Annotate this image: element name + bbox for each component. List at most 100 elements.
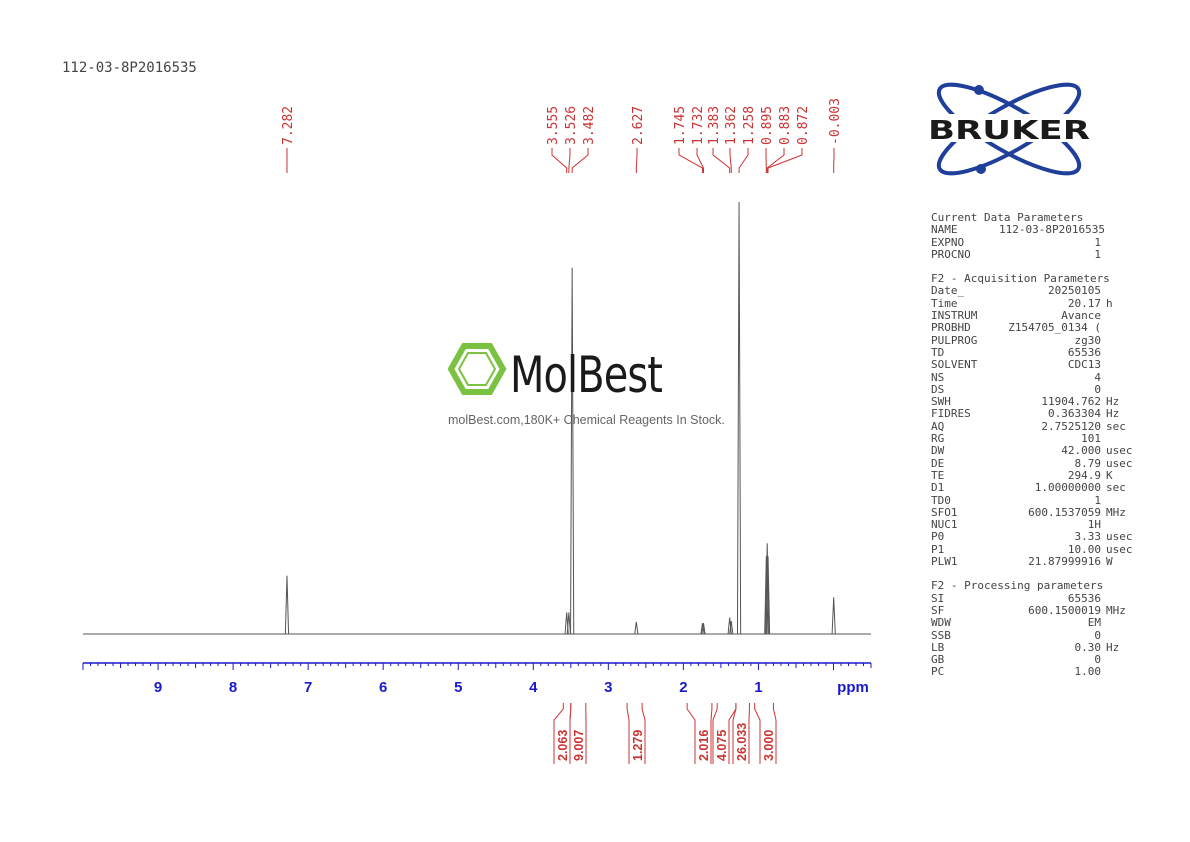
- param-key: SI: [931, 591, 945, 605]
- molbest-logo: MolBest: [447, 343, 663, 404]
- integral-value-3: 2.016: [697, 730, 711, 761]
- param-row-fidres: FIDRES 0.363304 Hz: [931, 408, 1141, 421]
- integral-value-5: 26.033: [735, 723, 749, 761]
- peak-label-9: 1.258: [742, 106, 757, 145]
- param-unit: [1101, 249, 1106, 261]
- param-key: SF: [931, 603, 945, 617]
- x-axis: 9 8 7 6 5 4 3 2 1 ppm: [82, 662, 872, 696]
- integral-bracket-left-0: [553, 703, 564, 764]
- param-value: 1.00000000: [1034, 481, 1101, 495]
- param-unit: [1101, 322, 1106, 334]
- param-key: SWH: [931, 395, 951, 409]
- param-key: SFO1: [931, 505, 958, 519]
- param-value: 101: [1081, 432, 1101, 446]
- param-value: 65536: [1067, 591, 1101, 605]
- nmr-spectrum-chart: 7.282 3.555 3.526 3.482 2.627 1.745 1.732 1.383…: [82, 98, 872, 764]
- param-key: DE: [931, 456, 945, 470]
- param-row-ds: DS 0: [931, 382, 1141, 396]
- peak-label-connector-3: [571, 148, 589, 173]
- peak-label-10: 0.895: [760, 106, 775, 145]
- spectrum-peak-0: [284, 575, 290, 635]
- param-row-solvent: SOLVENT CDC13: [931, 358, 1141, 372]
- param-value: CDC13: [1067, 358, 1101, 372]
- param-value: 21.87999916: [1028, 555, 1101, 569]
- peak-label-8: 1.362: [724, 106, 739, 145]
- param-key: Time: [931, 296, 958, 310]
- param-key: PLW1: [931, 555, 958, 569]
- param-key: EXPNO: [931, 235, 965, 249]
- integral-bracket-left-3: [686, 703, 696, 764]
- param-value: 112-03-8P2016535: [999, 223, 1105, 237]
- peak-label-13: -0.003: [828, 98, 843, 145]
- peak-label-11: 0.883: [778, 106, 793, 145]
- param-value: 0: [1094, 382, 1101, 396]
- x-axis-label: ppm: [837, 679, 869, 696]
- param-row-pc: PC 1.00: [931, 666, 1141, 679]
- spectrum-peak-4: [634, 621, 639, 635]
- spectrum-peak-6: [701, 623, 706, 635]
- param-unit: [1101, 495, 1106, 507]
- param-key: SSB: [931, 628, 951, 642]
- param-value: 2.7525120: [1041, 419, 1101, 433]
- param-key: PROCNO: [931, 247, 971, 261]
- param-value: 1H: [1087, 518, 1101, 532]
- peak-label-connector-12: [767, 148, 803, 173]
- param-key: INSTRUM: [931, 309, 978, 323]
- param-row-time: Time 20.17 h: [931, 296, 1141, 310]
- integral-value-4: 4.075: [715, 730, 729, 761]
- param-unit: [1101, 654, 1106, 666]
- param-row-ssb: SSB 0: [931, 628, 1141, 642]
- param-key: TE: [931, 468, 945, 482]
- param-value: 0.30: [1074, 640, 1102, 654]
- param-row-probhd: PROBHD Z154705_0134 (: [931, 321, 1141, 335]
- x-tick-label-1: 1: [754, 679, 762, 696]
- integral-bracket-right-6: [772, 703, 777, 764]
- param-value: 1: [1094, 493, 1101, 507]
- param-key: AQ: [931, 419, 945, 433]
- param-unit: [1101, 666, 1106, 678]
- param-value: 294.9: [1067, 468, 1101, 482]
- param-row-te: TE 294.9 K: [931, 468, 1141, 482]
- param-value: 1: [1094, 235, 1101, 249]
- param-value: 0: [1094, 653, 1101, 667]
- param-value: 8.79: [1074, 456, 1102, 470]
- param-row-instrum: INSTRUM Avance: [931, 309, 1141, 323]
- param-row-si: SI 65536: [931, 591, 1141, 605]
- x-tick-label-2: 2: [679, 679, 687, 696]
- integral-bracket-left-4: [712, 703, 718, 764]
- peak-label-7: 1.383: [707, 106, 722, 145]
- param-row-pulprog: PULPROG zg30: [931, 334, 1141, 347]
- param-row-ns: NS 4: [931, 371, 1141, 384]
- param-key: PROBHD: [931, 321, 971, 335]
- param-key: Date_: [931, 284, 965, 298]
- param-section-1: F2 - Acquisition Parameters Date_ 20250105…: [931, 272, 1141, 569]
- x-tick-label-6: 6: [379, 679, 387, 696]
- peak-label-connector-5: [678, 148, 704, 173]
- param-unit: MHz: [1106, 505, 1126, 519]
- x-tick-label-9: 9: [154, 679, 162, 696]
- param-section-2: F2 - Processing parameters SI 65536 SF 600.1…: [931, 580, 1141, 679]
- param-row-sf: SF 600.1500019 MHz: [931, 603, 1141, 617]
- integral-bracket-left-1: [569, 703, 572, 764]
- param-row-de: DE 8.79 usec: [931, 456, 1141, 470]
- peak-label-0: 7.282: [281, 106, 296, 145]
- sample-id: 112-03-8P2016535: [62, 60, 197, 76]
- param-row-name: NAME 112-03-8P2016535: [931, 223, 1141, 237]
- spectrum-peak-9: [736, 201, 742, 635]
- param-unit: [1101, 285, 1106, 297]
- param-key: P1: [931, 542, 945, 556]
- trace-layer: [83, 201, 871, 635]
- param-value: 42.000: [1061, 444, 1101, 458]
- bruker-logo: BRUKER: [924, 82, 1095, 176]
- x-tick-label-8: 8: [229, 679, 237, 696]
- integral-bracket-right-3: [710, 703, 713, 764]
- param-unit: sec: [1106, 419, 1126, 433]
- param-unit: [1101, 335, 1106, 347]
- param-key: SOLVENT: [931, 358, 978, 372]
- param-row-dw: DW 42.000 usec: [931, 444, 1141, 458]
- param-row-nuc1: NUC1 1H: [931, 518, 1141, 532]
- integral-bracket-left-6: [754, 703, 761, 764]
- integral-value-6: 3.000: [762, 730, 776, 761]
- param-row-sfo1: SFO1 600.1537059 MHz: [931, 505, 1141, 519]
- brand-name: BRUKER: [928, 116, 1090, 146]
